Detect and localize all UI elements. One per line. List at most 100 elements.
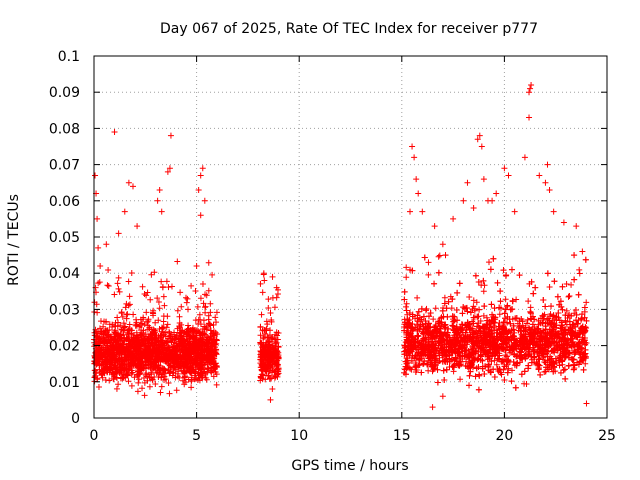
data-point [506,316,513,323]
data-point [197,367,204,374]
data-point [491,324,498,331]
data-point [174,258,181,265]
data-point [493,361,500,368]
data-point [490,366,497,373]
data-point [96,358,103,365]
data-point [582,360,589,367]
data-point [165,344,172,351]
data-point [214,331,221,338]
data-point [144,326,151,333]
data-point [121,361,128,368]
data-point [181,353,188,360]
data-point [445,325,452,332]
data-point [133,348,140,355]
data-point [581,339,588,346]
data-point [544,270,551,277]
data-point [101,318,108,325]
data-point [213,319,220,326]
data-point [162,329,169,336]
data-point [148,271,155,278]
data-point [474,313,481,320]
data-point [440,367,447,374]
data-point [265,361,272,368]
data-point [560,367,567,374]
data-point [473,299,480,306]
data-point [146,383,153,390]
data-point [481,282,488,289]
data-point [130,337,137,344]
data-point [160,293,167,300]
data-point [570,361,577,368]
data-point [581,350,588,357]
data-point [471,342,478,349]
data-point [115,285,122,292]
data-point [158,371,165,378]
data-point [164,321,171,328]
data-point [116,288,123,295]
data-point [199,362,206,369]
data-point [167,333,174,340]
data-point [563,342,570,349]
data-point [129,353,136,360]
data-point [426,324,433,331]
chart-title: Day 067 of 2025, Rate Of TEC Index for r… [160,21,538,37]
data-point [166,328,173,335]
data-point [441,294,448,301]
data-point [421,358,428,365]
data-point [128,370,135,377]
data-point [431,352,438,359]
data-point [521,380,528,387]
data-point [132,343,139,350]
data-point [489,336,496,343]
data-point [413,366,420,373]
data-point [493,347,500,354]
data-point [137,355,144,362]
data-point [535,365,542,372]
data-point [416,361,423,368]
data-point [177,362,184,369]
data-point [472,373,479,380]
data-point [110,372,117,379]
data-point [193,352,200,359]
data-point [441,300,448,307]
data-point [173,348,180,355]
data-point [472,272,479,279]
data-point [497,298,504,305]
data-point [446,352,453,359]
data-point [476,343,483,350]
data-point [558,328,565,335]
data-point [562,312,569,319]
data-point [134,371,141,378]
data-point [560,344,567,351]
data-point [104,282,111,289]
data-point [188,353,195,360]
data-point [540,315,547,322]
data-point [211,347,218,354]
data-point [161,347,168,354]
data-point [261,334,268,341]
data-point [551,363,558,370]
data-point [141,321,148,328]
data-point [94,309,101,316]
data-point [405,349,412,356]
data-point [178,303,185,310]
data-point [93,330,100,337]
data-point [262,366,269,373]
data-point [559,306,566,313]
data-point [450,368,457,375]
data-point [100,350,107,357]
data-point [551,278,558,285]
data-point [202,371,209,378]
data-point [487,266,494,273]
data-point [504,344,511,351]
data-point [147,296,154,303]
data-point [414,332,421,339]
data-point [565,362,572,369]
data-point [177,289,184,296]
data-point [508,327,515,334]
data-point [476,306,483,313]
data-point [213,381,220,388]
data-point [269,336,276,343]
data-point [142,361,149,368]
data-point [125,341,132,348]
